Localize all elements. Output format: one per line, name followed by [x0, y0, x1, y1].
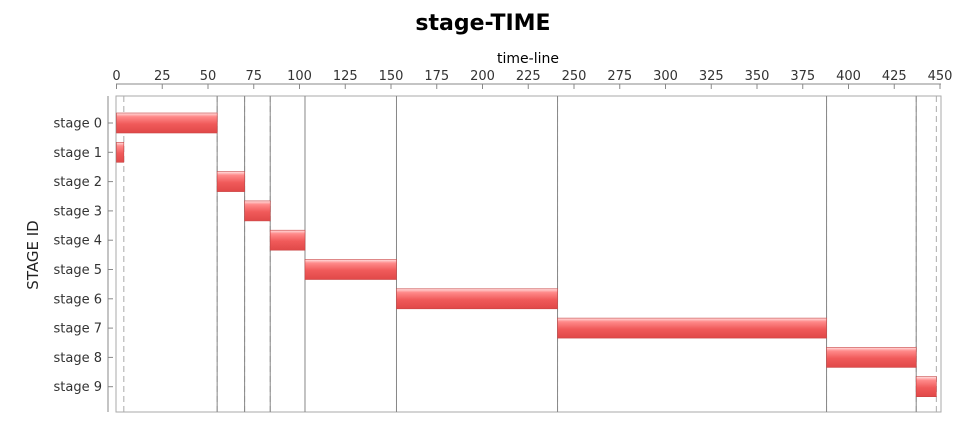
x-tick-label: 450: [928, 69, 953, 84]
gantt-bar: [396, 288, 558, 310]
y-tick-label: stage 9: [54, 380, 103, 395]
x-tick-label: 150: [379, 69, 404, 84]
x-tick-label: 400: [836, 69, 861, 84]
gantt-bar: [915, 376, 937, 398]
x-tick-label: 175: [424, 69, 449, 84]
y-tick-label: stage 0: [54, 117, 103, 132]
x-tick-label: 325: [699, 69, 724, 84]
chart-title: stage-TIME: [415, 11, 550, 36]
gantt-bar: [826, 347, 917, 368]
plot-frame: [115, 95, 942, 413]
y-tick-label: stage 8: [54, 351, 103, 366]
gantt-bar: [116, 112, 218, 134]
x-tick-label: 50: [200, 69, 217, 84]
x-tick-label: 225: [516, 69, 541, 84]
y-tick-label: stage 3: [54, 204, 103, 219]
gantt-bar: [116, 142, 125, 163]
x-axis-label: time-line: [497, 51, 559, 67]
gantt-bar: [557, 317, 827, 339]
y-tick-label: stage 2: [54, 175, 103, 190]
x-tick-label: 375: [790, 69, 815, 84]
y-tick-label: stage 5: [54, 263, 103, 278]
x-tick-label: 300: [653, 69, 678, 84]
y-tick-label: stage 4: [54, 234, 103, 249]
plot-area: 0 25 50 75 100 125 150 175 200 225 250 275 300 325 350…: [54, 69, 953, 413]
x-tick-label: 200: [470, 69, 495, 84]
x-tick-label: 425: [882, 69, 907, 84]
x-tick-label: 25: [154, 69, 171, 84]
gantt-bar: [244, 200, 271, 222]
x-tick-label: 250: [562, 69, 587, 84]
x-tick-label: 350: [745, 69, 770, 84]
gantt-bar: [216, 171, 245, 192]
x-tick-label: 0: [112, 69, 120, 84]
x-tick-label: 100: [287, 69, 312, 84]
y-tick-label: stage 7: [54, 322, 103, 337]
y-tick-label: stage 6: [54, 292, 103, 307]
y-tick-label: stage 1: [54, 146, 103, 161]
x-tick-label: 125: [333, 69, 358, 84]
y-axis-label: STAGE ID: [24, 220, 42, 289]
x-tick-label: 275: [607, 69, 632, 84]
gantt-bar: [304, 259, 397, 280]
x-tick-label: 75: [245, 69, 262, 84]
gantt-bar: [269, 229, 306, 251]
